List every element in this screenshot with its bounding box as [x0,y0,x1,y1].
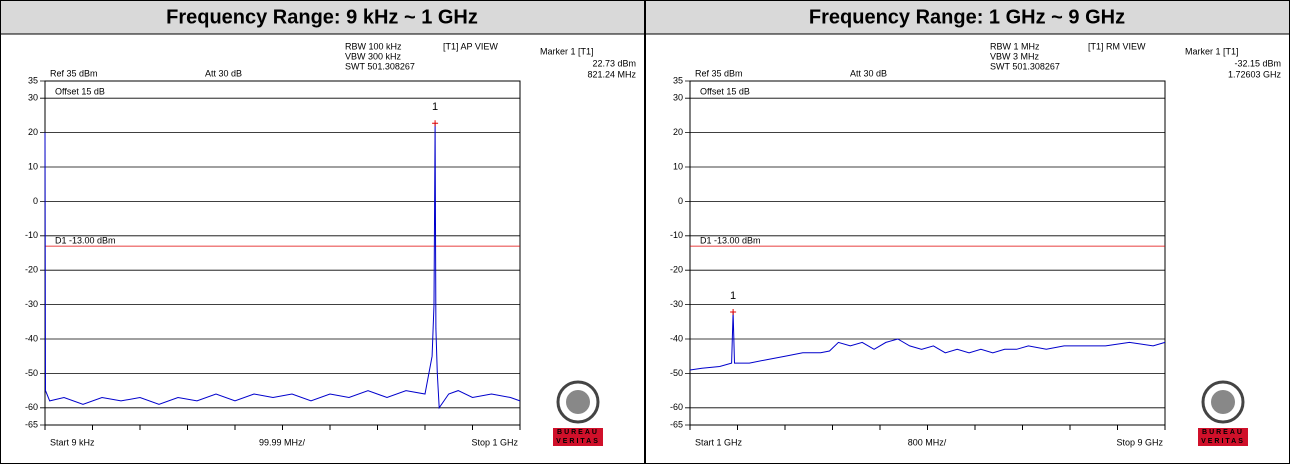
freq-div: 800 MHz/ [908,437,947,447]
y-tick-label: -60 [670,402,683,412]
y-tick-label: -65 [25,419,38,429]
marker-title: Marker 1 [T1] [1185,46,1239,56]
marker-label: 1 [432,101,438,113]
sweep-time: SWT 501.308267 [345,61,415,71]
y-tick-label: -40 [670,333,683,343]
y-tick-label: 0 [678,196,683,206]
y-tick-label: -30 [670,299,683,309]
stop-freq: Stop 9 GHz [1116,437,1163,447]
vbw: VBW 300 kHz [345,51,402,61]
logo-band [553,428,603,446]
display-line-label: D1 -13.00 dBm [700,235,761,245]
rbw: RBW 100 kHz [345,41,402,51]
logo-inner [1211,390,1235,414]
y-tick-label: 30 [28,93,38,103]
ref-level: Ref 35 dBm [695,68,743,78]
stop-freq: Stop 1 GHz [471,437,518,447]
start-freq: Start 1 GHz [695,437,743,447]
marker-freq: 821.24 MHz [587,69,636,79]
marker-freq: 1.72603 GHz [1228,69,1282,79]
y-tick-label: -65 [670,419,683,429]
marker-level: 22.73 dBm [592,58,636,68]
y-tick-label: 20 [28,127,38,137]
display-line-label: D1 -13.00 dBm [55,235,116,245]
ref-level: Ref 35 dBm [50,68,98,78]
y-tick-label: 35 [28,75,38,85]
panel-title: Frequency Range: 1 GHz ~ 9 GHz [809,6,1125,28]
y-tick-label: 10 [673,161,683,171]
marker-level: -32.15 dBm [1234,58,1281,68]
y-tick-label: -10 [25,230,38,240]
logo-text: BUREAU [557,429,599,436]
y-tick-label: 35 [673,75,683,85]
y-tick-label: 30 [673,93,683,103]
logo-text: BUREAU [1202,429,1244,436]
trace [689,311,1166,371]
logo-inner [566,390,590,414]
y-tick-label: 10 [28,161,38,171]
y-tick-label: -10 [670,230,683,240]
trace-mode: [T1] RM VIEW [1088,41,1146,51]
offset: Offset 15 dB [700,86,750,96]
marker-label: 1 [730,290,736,302]
offset: Offset 15 dB [55,86,105,96]
y-tick-label: -50 [25,368,38,378]
y-tick-label: -60 [25,402,38,412]
vbw: VBW 3 MHz [990,51,1040,61]
freq-div: 99.99 MHz/ [259,437,306,447]
panel-title: Frequency Range: 9 kHz ~ 1 GHz [166,6,478,28]
attenuation: Att 30 dB [205,68,242,78]
logo-text: VERITAS [556,438,600,445]
y-tick-label: -40 [25,333,38,343]
y-tick-label: -20 [670,265,683,275]
y-tick-label: -20 [25,265,38,275]
y-tick-label: 20 [673,127,683,137]
trace [44,123,521,410]
y-tick-label: -50 [670,368,683,378]
y-tick-label: -30 [25,299,38,309]
logo-band [1198,428,1248,446]
trace-mode: [T1] AP VIEW [443,41,498,51]
marker-point [730,308,737,315]
start-freq: Start 9 kHz [50,437,95,447]
marker-title: Marker 1 [T1] [540,46,594,56]
rbw: RBW 1 MHz [990,41,1040,51]
sweep-time: SWT 501.308267 [990,61,1060,71]
logo-text: VERITAS [1201,438,1245,445]
marker-point [432,120,439,127]
y-tick-label: 0 [33,196,38,206]
attenuation: Att 30 dB [850,68,887,78]
